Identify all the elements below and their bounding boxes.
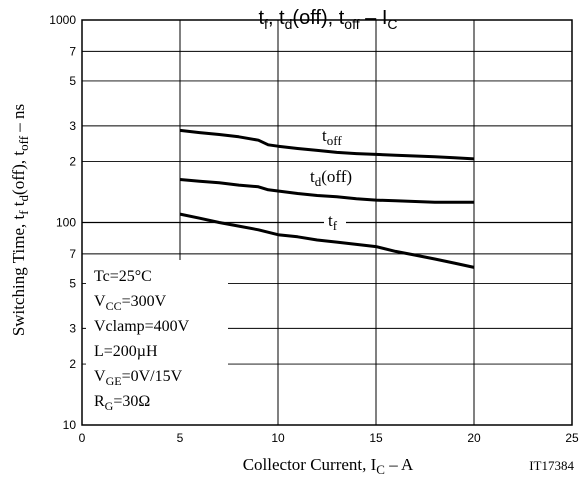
x-tick-label: 10	[271, 431, 285, 445]
y-axis-label: Switching Time, tf td(off), toff – ns	[9, 104, 31, 336]
y-tick-label: 10	[63, 418, 77, 432]
condition-vcc: VCC=300V	[94, 293, 167, 313]
series-line-tf	[179, 212, 475, 269]
conditions-text: Tc=25°C VCC=300V Vclamp=400V L=200µH VGE…	[94, 268, 190, 413]
tf-label-mask	[324, 212, 346, 232]
series-layer	[179, 128, 475, 269]
x-tick-label: 20	[467, 431, 481, 445]
condition-rg: RG=30Ω	[94, 393, 150, 413]
figure-id: IT17384	[529, 458, 574, 473]
y-tick-label: 3	[69, 119, 76, 133]
series-line-toff	[179, 128, 475, 161]
plot-frame	[81, 19, 573, 426]
y-tick-label: 100	[56, 216, 76, 230]
series-line-tdoff	[179, 178, 474, 204]
x-tick-label: 15	[369, 431, 383, 445]
y-tick-label: 7	[69, 44, 76, 58]
condition-vge: VGE=0V/15V	[94, 368, 183, 388]
chart-title: tf, td(off), toff – IC	[258, 7, 397, 32]
condition-tc: Tc=25°C	[94, 268, 152, 285]
y-tick-label: 7	[69, 247, 76, 261]
x-tick-label: 0	[79, 431, 86, 445]
y-tick-label: 2	[69, 357, 76, 371]
x-tick-label: 25	[565, 431, 579, 445]
y-tick-label: 3	[69, 321, 76, 335]
y-tick-label: 1000	[49, 13, 76, 27]
x-tick-label: 5	[177, 431, 184, 445]
series-label-toff: toff	[322, 126, 342, 148]
conditions-box	[86, 260, 228, 425]
tick-labels: 0 5 10 15 20 25 10 2 3 5 7 100 2 3 5 7 1000	[49, 13, 579, 445]
y-tick-label: 5	[69, 276, 76, 290]
y-tick-label: 5	[69, 74, 76, 88]
x-axis-label: Collector Current, IC – A	[243, 455, 414, 477]
y-tick-label: 2	[69, 155, 76, 169]
condition-l: L=200µH	[94, 343, 158, 360]
series-label-tf: tf	[328, 211, 338, 233]
condition-vclamp: Vclamp=400V	[94, 318, 190, 335]
series-label-td-off: td(off)	[310, 167, 352, 189]
